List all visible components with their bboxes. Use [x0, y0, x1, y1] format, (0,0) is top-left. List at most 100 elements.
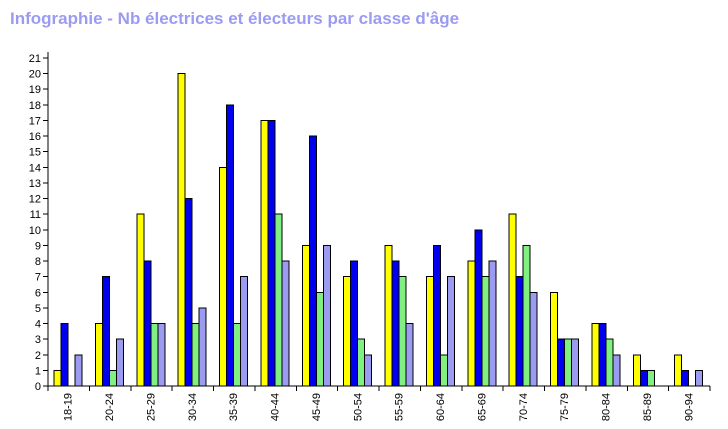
- bar-80-84-s4: [612, 354, 621, 387]
- y-tick-label: 3: [35, 334, 41, 346]
- bar-40-44-s2: [267, 119, 276, 387]
- bar-75-79-s4: [571, 338, 579, 387]
- bar-50-54-s4: [364, 354, 373, 387]
- bar-55-59-s1: [384, 244, 393, 387]
- bar-90-94-s4: [695, 369, 704, 387]
- bar-90-94-s1: [674, 354, 683, 387]
- x-tick-label: 55-59: [394, 393, 406, 421]
- y-tick-label: 10: [29, 225, 41, 237]
- bar-60-64-s4: [446, 276, 455, 387]
- bar-45-49-s2: [308, 135, 317, 387]
- bar-55-59-s2: [391, 260, 400, 387]
- x-tick-label: 75-79: [559, 393, 571, 421]
- bar-25-29-s2: [143, 260, 152, 387]
- bar-45-49-s3: [315, 291, 324, 387]
- bar-65-69-s2: [474, 229, 483, 387]
- bar-35-39-s2: [226, 104, 234, 387]
- y-tick-label: 15: [29, 147, 41, 159]
- bar-50-54-s2: [350, 260, 359, 387]
- bar-30-34-s3: [191, 323, 200, 387]
- y-tick-label: 14: [29, 162, 41, 174]
- bar-80-84-s2: [598, 323, 607, 387]
- y-tick-label: 18: [29, 100, 41, 112]
- x-tick-label: 90-94: [683, 393, 695, 421]
- bar-60-64-s3: [439, 354, 448, 387]
- x-tick-label: 85-89: [642, 393, 654, 421]
- bar-85-89-s3: [646, 369, 655, 387]
- bar-65-69-s4: [488, 260, 497, 387]
- bar-45-49-s1: [301, 244, 310, 387]
- y-tick-label: 16: [29, 131, 41, 143]
- axes-group: [43, 51, 711, 391]
- x-tick-label: 40-44: [270, 393, 282, 421]
- y-tick-label: 6: [35, 287, 41, 299]
- bar-18-19-s4: [74, 354, 83, 387]
- x-tick-label: 60-64: [435, 393, 447, 421]
- bar-25-29-s4: [157, 323, 166, 387]
- y-tick-label: 1: [35, 365, 41, 377]
- bar-80-84-s1: [591, 323, 600, 387]
- bar-50-54-s1: [343, 276, 352, 387]
- bar-50-54-s3: [357, 338, 366, 387]
- x-tick-label: 50-54: [352, 393, 364, 421]
- bar-85-89-s1: [632, 354, 641, 387]
- y-tick-label: 19: [29, 84, 41, 96]
- bar-20-24-s4: [115, 338, 124, 387]
- bar-85-89-s2: [639, 369, 648, 387]
- x-tick-label: 70-74: [518, 393, 530, 421]
- bar-25-29-s1: [136, 213, 145, 387]
- bar-20-24-s3: [108, 369, 117, 387]
- bar-40-44-s4: [281, 260, 290, 387]
- bar-70-74-s2: [515, 276, 524, 387]
- bar-60-64-s1: [425, 276, 434, 387]
- bar-70-74-s4: [529, 291, 538, 387]
- bar-20-24-s1: [94, 323, 103, 387]
- x-tick-labels: 18-19 20-24 25-29 30-34 35-39 40-44 45-49 50-54…: [63, 393, 696, 421]
- bar-25-29-s3: [150, 323, 159, 387]
- y-tick-label: 11: [30, 209, 41, 221]
- x-tick-label: 20-24: [104, 393, 116, 421]
- bar-55-59-s3: [398, 276, 407, 387]
- bar-65-69-s1: [467, 260, 476, 387]
- y-tick-label: 13: [29, 178, 41, 190]
- y-tick-label: 0: [35, 381, 41, 393]
- y-tick-label: 4: [35, 319, 41, 331]
- y-tick-label: 20: [29, 69, 41, 81]
- x-tick-label: 18-19: [63, 393, 75, 421]
- bar-75-79-s1: [550, 291, 558, 387]
- bar-70-74-s1: [508, 213, 517, 387]
- x-tick-label: 30-34: [187, 393, 199, 421]
- bar-30-34-s4: [198, 307, 207, 387]
- y-tick-label: 2: [35, 350, 41, 362]
- x-tick-label: 25-29: [145, 393, 157, 421]
- bar-18-19-s1: [53, 369, 62, 387]
- bars-group: [53, 73, 704, 387]
- y-tick-label: 8: [35, 256, 41, 268]
- bar-70-74-s3: [522, 244, 531, 387]
- x-tick-label: 45-49: [311, 393, 323, 421]
- bar-80-84-s3: [605, 338, 614, 387]
- bar-40-44-s1: [260, 119, 269, 387]
- bar-45-49-s4: [322, 244, 331, 387]
- bar-35-39-s3: [233, 323, 241, 387]
- bar-35-39-s4: [240, 276, 248, 387]
- bar-75-79-s2: [557, 338, 565, 387]
- bar-30-34-s2: [184, 198, 193, 387]
- y-tick-label: 9: [35, 240, 41, 252]
- bar-75-79-s3: [564, 338, 572, 387]
- bar-20-24-s2: [101, 276, 110, 387]
- bar-60-64-s2: [432, 244, 441, 387]
- bar-35-39-s1: [219, 166, 227, 387]
- bar-55-59-s4: [405, 323, 414, 387]
- y-tick-label: 21: [29, 53, 41, 65]
- y-tick-label: 7: [35, 272, 41, 284]
- bar-40-44-s3: [274, 213, 283, 387]
- y-tick-label: 12: [29, 194, 41, 206]
- x-tick-label: 35-39: [228, 393, 240, 421]
- bar-65-69-s3: [481, 276, 490, 387]
- x-tick-label: 65-69: [476, 393, 488, 421]
- y-tick-label: 5: [35, 303, 41, 315]
- y-tick-label: 17: [29, 115, 41, 127]
